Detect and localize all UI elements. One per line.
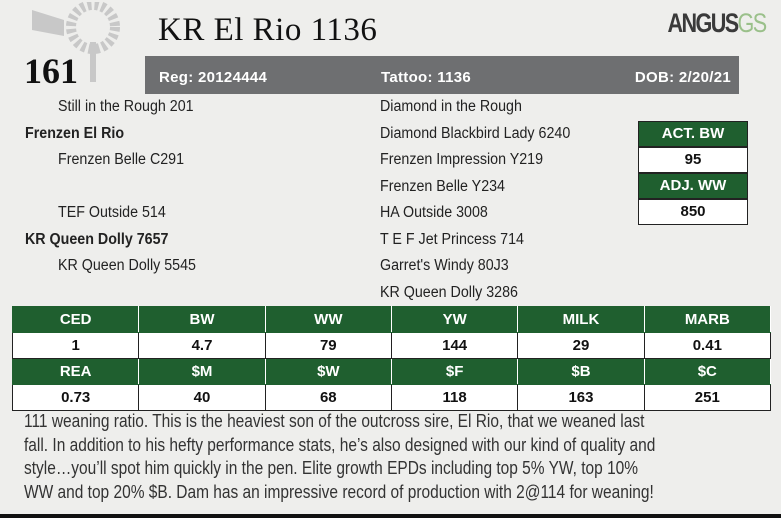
adj-ww-value: 850 xyxy=(638,199,748,225)
epd-header: YW xyxy=(390,306,519,333)
bottom-border xyxy=(0,514,781,518)
pedigree-left-2: Frenzen Belle C291 xyxy=(58,151,185,168)
epd-value: 0.73 xyxy=(11,384,140,411)
animal-name: KR El Rio 1136 xyxy=(158,12,378,48)
epd-header: $B xyxy=(517,358,645,385)
epd-value: 118 xyxy=(390,384,519,411)
description-line: WW and top 20% $B. Dam has an impressive… xyxy=(24,481,654,502)
epd-header: CED xyxy=(11,306,140,333)
pedigree-right-4: HA Outside 3008 xyxy=(380,204,488,221)
registration-number: Reg: 20124444 xyxy=(159,69,268,86)
tattoo: Tattoo: 1136 xyxy=(381,69,472,86)
act-bw-label: ACT. BW xyxy=(638,121,748,147)
adj-ww-label: ADJ. WW xyxy=(638,173,748,199)
epd-value: 1 xyxy=(11,332,140,359)
pedigree-left-6: KR Queen Dolly 5545 xyxy=(58,257,196,274)
description: 111 weaning ratio. This is the heaviest … xyxy=(24,410,758,504)
pedigree-right-3: Frenzen Belle Y234 xyxy=(380,177,506,195)
pedigree-right-5: T E F Jet Princess 714 xyxy=(380,230,524,248)
pedigree-left-5: KR Queen Dolly 7657 xyxy=(25,230,169,248)
date-of-birth: DOB: 2/20/21 xyxy=(634,69,731,86)
windmill-watermark-icon xyxy=(32,2,120,82)
epd-header: BW xyxy=(138,306,266,333)
epd-header: $C xyxy=(643,358,772,385)
epd-table: CED BW WW YW MILK MARB 1 4.7 79 144 29 0.41 REA $M $… xyxy=(11,306,772,411)
epd-value: 79 xyxy=(264,332,392,359)
description-line: 111 weaning ratio. This is the heaviest … xyxy=(24,411,645,431)
epd-value: 0.41 xyxy=(643,332,772,359)
epd-value: 144 xyxy=(390,332,519,359)
epd-value: 29 xyxy=(517,332,645,359)
description-line: style…you’ll spot him quickly in the pen… xyxy=(24,458,639,478)
epd-header: $M xyxy=(138,358,266,385)
epd-header: $W xyxy=(264,358,392,385)
pedigree-right-1: Diamond Blackbird Lady 6240 xyxy=(380,124,571,142)
epd-value: 163 xyxy=(517,384,645,411)
epd-value: 68 xyxy=(264,384,392,411)
pedigree-right-6: Garret's Windy 80J3 xyxy=(380,257,509,274)
angus-gs-logo: ANGUSGS xyxy=(667,8,768,38)
pedigree-right-0: Diamond in the Rough xyxy=(380,98,522,115)
epd-header: REA xyxy=(11,358,140,385)
epd-value: 4.7 xyxy=(138,332,266,359)
epd-header: WW xyxy=(264,306,392,333)
epd-value: 40 xyxy=(138,384,266,411)
description-line: fall. In addition to his hefty performan… xyxy=(24,434,656,455)
epd-header: MILK xyxy=(517,306,645,333)
epd-header: MARB xyxy=(643,306,772,333)
pedigree-left-1: Frenzen El Rio xyxy=(25,124,125,142)
lot-number: 161 xyxy=(24,51,78,91)
info-bar: Reg: 20124444 Tattoo: 1136 DOB: 2/20/21 xyxy=(145,56,739,94)
act-bw-value: 95 xyxy=(638,147,748,173)
pedigree-left-4: TEF Outside 514 xyxy=(58,204,166,221)
pedigree-left-0: Still in the Rough 201 xyxy=(58,98,194,115)
pedigree-right-7: KR Queen Dolly 3286 xyxy=(380,283,518,301)
epd-value: 251 xyxy=(643,384,772,411)
pedigree-right-2: Frenzen Impression Y219 xyxy=(380,151,544,168)
epd-header: $F xyxy=(390,358,519,385)
